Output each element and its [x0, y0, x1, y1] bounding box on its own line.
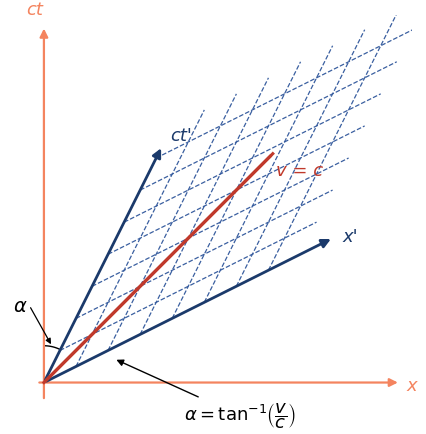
Text: $\alpha = \tan^{-1}\!\left(\dfrac{v}{c}\right)$: $\alpha = \tan^{-1}\!\left(\dfrac{v}{c}\… — [118, 360, 295, 431]
Text: v = c: v = c — [276, 161, 323, 180]
Text: ct: ct — [26, 1, 43, 20]
Text: ct': ct' — [169, 127, 191, 145]
Text: $\alpha$: $\alpha$ — [13, 296, 27, 315]
Text: x: x — [405, 377, 416, 395]
Text: x': x' — [342, 227, 357, 245]
